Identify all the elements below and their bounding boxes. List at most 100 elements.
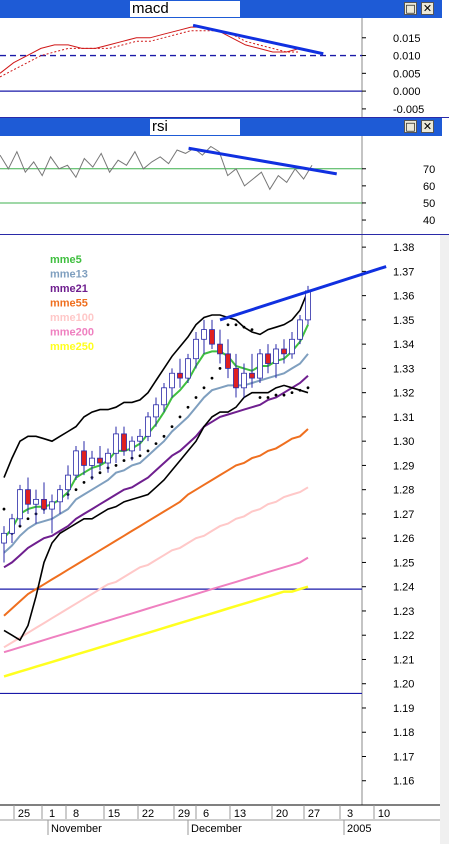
legend-mme200: mme200	[50, 327, 94, 339]
pane-divider	[0, 117, 449, 118]
candle-body	[137, 435, 143, 442]
x-tick-label: 1	[49, 808, 55, 820]
window-maximize-icon[interactable]: □	[404, 120, 417, 133]
y-tick-label: 1.21	[393, 654, 414, 666]
y-tick-label: 1.35	[393, 315, 414, 327]
sar-dot	[26, 517, 30, 521]
y-tick-label: 1.18	[393, 727, 414, 739]
window-maximize-icon[interactable]: □	[404, 2, 417, 15]
candle-body	[105, 452, 111, 464]
rsi-line	[0, 145, 313, 191]
macd-line	[0, 26, 301, 74]
sar-dot	[250, 328, 254, 331]
sar-dot	[218, 367, 222, 370]
candle-body	[225, 353, 231, 369]
candle-body	[25, 489, 31, 505]
x-tick-label: 25	[18, 808, 30, 820]
y-tick-label: 1.19	[393, 703, 414, 715]
sar-dot	[178, 415, 182, 419]
macd-plot: 0.015 0.010 0.005 0.000 -0.005	[0, 18, 424, 118]
mme100-line	[3, 486, 309, 649]
legend-mme21: mme21	[50, 283, 88, 295]
sar-dot	[210, 376, 214, 380]
sar-dot	[282, 393, 286, 397]
sar-dot	[82, 481, 86, 484]
sar-dot	[170, 425, 174, 429]
macd-signal-line	[0, 30, 300, 78]
sar-dot	[186, 405, 190, 409]
y-tick-label: 1.32	[393, 388, 414, 400]
candle-body	[17, 489, 23, 520]
y-tick-label: 1.24	[393, 582, 414, 594]
y-tick-label: 1.33	[393, 363, 414, 375]
close-x-icon[interactable]: ✕	[421, 120, 434, 133]
legend-mme55: mme55	[50, 298, 88, 310]
macd-trendline	[192, 23, 324, 56]
y-tick-label: 1.28	[393, 485, 414, 497]
macd-titlebar[interactable]: macd □ ✕	[0, 0, 442, 18]
candle-body	[201, 329, 207, 340]
sar-dot	[98, 471, 102, 475]
candle-body	[145, 416, 151, 437]
y-tick-label: 0.010	[393, 51, 421, 63]
x-tick-label: 27	[308, 808, 320, 820]
mme200-line	[3, 556, 309, 654]
x-tick-label: 20	[276, 808, 288, 820]
bollinger-lower-line	[3, 384, 309, 642]
month-label: 2005	[347, 823, 371, 835]
sar-dot	[274, 393, 278, 397]
month-label: November	[51, 823, 102, 835]
candle-body	[249, 372, 255, 379]
candle-body	[57, 489, 63, 503]
y-tick-label: 1.36	[393, 291, 414, 303]
y-tick-label: 1.38	[393, 242, 414, 254]
candle-body	[185, 358, 191, 379]
mme21-line	[3, 374, 309, 569]
sar-dot	[194, 396, 198, 399]
sar-dot	[138, 454, 142, 458]
y-tick-label: 1.30	[393, 436, 414, 448]
bollinger-upper-line	[3, 290, 309, 478]
rsi-window-title: rsi	[150, 119, 240, 135]
sar-dot	[266, 396, 270, 399]
candle-body	[49, 501, 55, 510]
y-tick-label: -0.005	[393, 104, 424, 116]
sar-dot	[202, 386, 206, 390]
rsi-titlebar[interactable]: rsi □ ✕	[0, 118, 442, 136]
y-tick-label: 1.34	[393, 339, 414, 351]
candle-body	[241, 372, 247, 389]
x-tick-label: 22	[142, 808, 154, 820]
x-tick-label: 6	[203, 808, 209, 820]
x-tick-label: 13	[234, 808, 246, 820]
y-tick-label: 1.26	[393, 533, 414, 545]
y-tick-label: 1.31	[393, 412, 414, 424]
candle-body	[153, 404, 159, 418]
mme55-line	[3, 428, 309, 617]
rsi-trendline	[188, 146, 338, 176]
candle-body	[33, 498, 39, 505]
close-x-icon[interactable]: ✕	[421, 2, 434, 15]
sar-dot	[242, 325, 246, 329]
mme250-line	[3, 585, 309, 678]
x-tick-label: 8	[73, 808, 79, 820]
candle-body	[9, 518, 15, 534]
sar-dot	[2, 507, 6, 511]
candle-body	[1, 532, 7, 544]
sar-dot	[234, 323, 238, 327]
candle-body	[65, 474, 71, 491]
y-tick-label: 1.23	[393, 606, 414, 618]
y-tick-label: 1.20	[393, 679, 414, 691]
x-tick-label: 29	[178, 808, 190, 820]
sar-dot	[306, 386, 310, 390]
sar-dot	[114, 464, 118, 467]
sar-dot	[146, 449, 150, 453]
y-tick-label: 60	[423, 181, 435, 193]
candle-body	[265, 353, 271, 364]
y-tick-label: 40	[423, 215, 435, 227]
price-plot: 1.38 1.37 1.36 1.35 1.34 1.33 1.32 1.31 1.30 1.29…	[0, 235, 449, 844]
x-tick-label: 15	[108, 808, 120, 820]
candle-body	[97, 457, 103, 464]
y-tick-label: 1.16	[393, 776, 414, 788]
y-tick-label: 0.015	[393, 33, 421, 45]
candle-body	[81, 450, 87, 466]
